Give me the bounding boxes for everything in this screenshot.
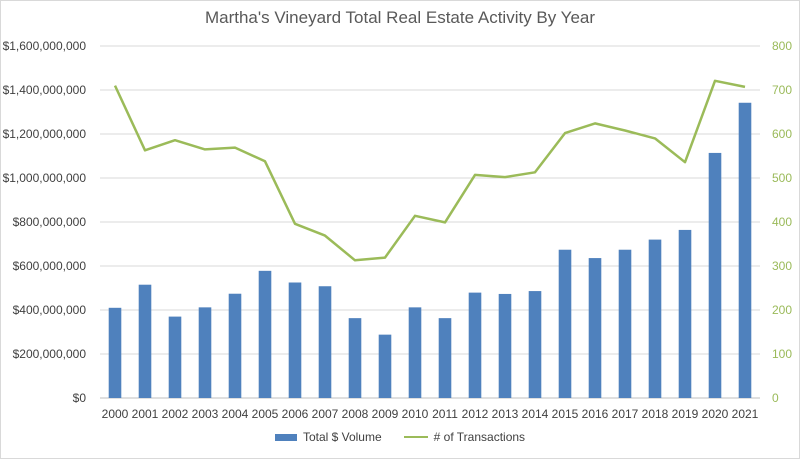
x-tick-label: 2013 — [492, 407, 519, 421]
bar — [408, 307, 422, 398]
bar — [648, 239, 662, 398]
x-tick-label: 2002 — [162, 407, 189, 421]
y-left-tick-label: $1,400,000,000 — [3, 83, 87, 97]
y-left-tick-label: $1,600,000,000 — [3, 39, 87, 53]
x-tick-label: 2017 — [612, 407, 639, 421]
y-right-tick-label: 700 — [772, 83, 792, 97]
chart-title: Martha's Vineyard Total Real Estate Acti… — [204, 8, 596, 27]
y-right-tick-label: 100 — [772, 347, 792, 361]
y-right-tick-label: 0 — [772, 391, 779, 405]
bar — [228, 293, 242, 398]
y-left-tick-label: $200,000,000 — [13, 347, 87, 361]
x-tick-label: 2010 — [402, 407, 429, 421]
series-line — [113, 79, 746, 262]
y-right-tick-label: 200 — [772, 303, 792, 317]
x-tick-label: 2006 — [282, 407, 309, 421]
x-tick-label: 2000 — [102, 407, 129, 421]
x-tick-label: 2018 — [642, 407, 669, 421]
bar — [498, 293, 512, 398]
y-right-tick-label: 500 — [772, 171, 792, 185]
chart-legend: Total $ Volume # of Transactions — [0, 430, 800, 444]
x-tick-label: 2001 — [132, 407, 159, 421]
x-tick-label: 2008 — [342, 407, 369, 421]
x-tick-label: 2012 — [462, 407, 489, 421]
bar — [708, 152, 722, 398]
bar — [588, 258, 602, 398]
legend-item: # of Transactions — [403, 430, 526, 444]
y-right-tick-label: 300 — [772, 259, 792, 273]
x-tick-label: 2014 — [522, 407, 549, 421]
bar — [618, 249, 632, 398]
bar — [438, 318, 452, 398]
y-left-tick-label: $1,200,000,000 — [3, 127, 87, 141]
bar — [108, 307, 122, 398]
legend-label: # of Transactions — [433, 430, 526, 444]
bar — [258, 270, 272, 398]
y-left-tick-label: $600,000,000 — [13, 259, 87, 273]
y-left-tick-label: $800,000,000 — [13, 215, 87, 229]
y-left-tick-label: $400,000,000 — [13, 303, 87, 317]
legend-swatch — [403, 436, 428, 438]
x-tick-label: 2015 — [552, 407, 579, 421]
bar — [378, 334, 392, 398]
y-right-tick-label: 600 — [772, 127, 792, 141]
x-tick-label: 2011 — [432, 407, 458, 421]
x-tick-label: 2021 — [732, 407, 759, 421]
x-tick-label: 2004 — [222, 407, 249, 421]
legend-item: Total $ Volume — [274, 430, 382, 444]
x-tick-label: 2005 — [252, 407, 279, 421]
legend-swatch — [274, 433, 297, 441]
bar — [738, 102, 752, 398]
x-tick-label: 2019 — [672, 407, 699, 421]
bar — [288, 282, 302, 398]
x-tick-label: 2016 — [582, 407, 609, 421]
x-tick-label: 2009 — [372, 407, 399, 421]
y-left-tick-label: $0 — [73, 391, 87, 405]
x-tick-label: 2003 — [192, 407, 219, 421]
y-right-tick-label: 800 — [772, 39, 792, 53]
x-tick-label: 2007 — [312, 407, 339, 421]
y-right-tick-label: 400 — [772, 215, 792, 229]
bar — [468, 292, 482, 398]
bar — [138, 284, 152, 398]
bar — [198, 307, 212, 398]
legend-label: Total $ Volume — [302, 430, 382, 444]
y-left-tick-label: $1,000,000,000 — [3, 171, 87, 185]
bar — [558, 249, 572, 398]
bar — [348, 318, 362, 398]
bar — [528, 291, 542, 398]
x-tick-label: 2020 — [702, 407, 729, 421]
bar — [168, 316, 182, 398]
bar — [318, 286, 332, 398]
bar — [678, 229, 692, 398]
